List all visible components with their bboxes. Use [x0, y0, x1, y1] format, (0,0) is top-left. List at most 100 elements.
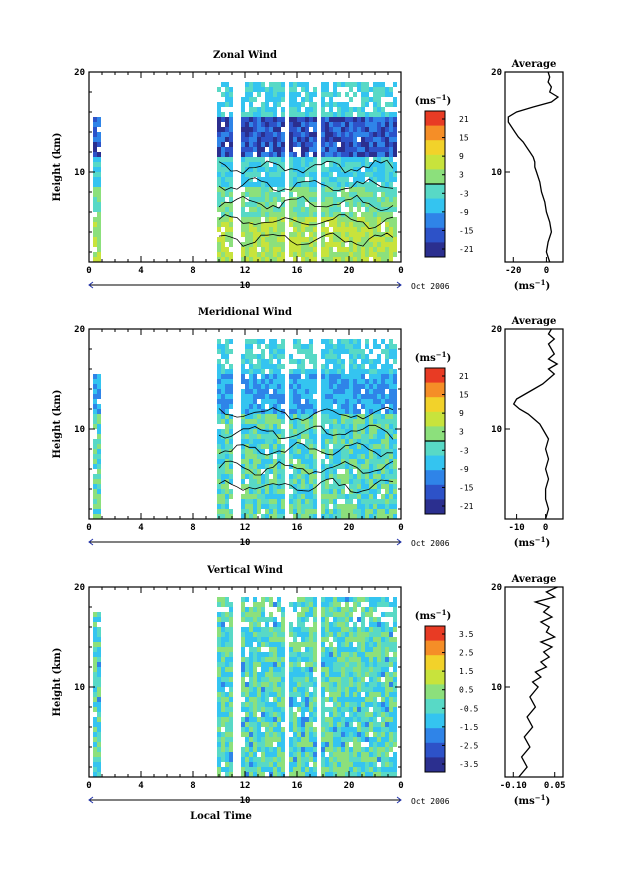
heatmap-cell: [261, 712, 265, 717]
heatmap-cell: [301, 369, 305, 374]
heatmap-cell: [277, 369, 281, 374]
heatmap-cell: [329, 394, 333, 399]
heatmap-cell: [393, 217, 397, 222]
heatmap-cell: [321, 192, 325, 197]
heatmap-cell: [97, 509, 101, 514]
heatmap-cell: [381, 364, 385, 369]
heatmap-cell: [257, 192, 261, 197]
heatmap-cell: [265, 657, 269, 662]
heatmap-cell: [345, 127, 349, 132]
heatmap-cell: [373, 652, 377, 657]
heatmap-cell: [289, 107, 293, 112]
heatmap-cell: [293, 207, 297, 212]
heatmap-cell: [361, 384, 365, 389]
heatmap-cell: [269, 479, 273, 484]
heatmap-cell: [261, 404, 265, 409]
heatmap-cell: [253, 627, 257, 632]
heatmap-cell: [225, 752, 229, 757]
heatmap-cell: [301, 667, 305, 672]
heatmap-cell: [253, 419, 257, 424]
heatmap-cell: [293, 237, 297, 242]
heatmap-cell: [253, 692, 257, 697]
heatmap-cell: [253, 212, 257, 217]
heatmap-cell: [277, 667, 281, 672]
heatmap-cell: [321, 394, 325, 399]
heatmap-cell: [365, 369, 369, 374]
heatmap-cell: [381, 369, 385, 374]
heatmap-cell: [297, 469, 301, 474]
heatmap-cell: [305, 257, 309, 262]
heatmap-cell: [273, 227, 277, 232]
heatmap-cell: [321, 762, 325, 767]
heatmap-cell: [241, 499, 245, 504]
heatmap-cell: [373, 742, 377, 747]
heatmap-cell: [373, 339, 377, 344]
heatmap-cell: [313, 399, 317, 404]
heatmap-cell: [345, 767, 349, 772]
heatmap-cell: [293, 494, 297, 499]
heatmap-cell: [393, 612, 397, 617]
heatmap-cell: [393, 637, 397, 642]
heatmap-cell: [361, 747, 365, 752]
heatmap-cell: [341, 384, 345, 389]
heatmap-cell: [357, 732, 361, 737]
heatmap-cell: [301, 712, 305, 717]
heatmap-cell: [305, 647, 309, 652]
heatmap-cell: [301, 389, 305, 394]
heatmap-cell: [293, 474, 297, 479]
heatmap-cell: [269, 97, 273, 102]
heatmap-cell: [269, 137, 273, 142]
heatmap-cell: [273, 152, 277, 157]
heatmap-cell: [293, 429, 297, 434]
heatmap-cell: [253, 667, 257, 672]
heatmap-cell: [249, 489, 253, 494]
heatmap-cell: [225, 247, 229, 252]
heatmap-cell: [293, 187, 297, 192]
heatmap-cell: [309, 504, 313, 509]
heatmap-cell: [297, 504, 301, 509]
heatmap-cell: [333, 499, 337, 504]
heatmap-cell: [373, 117, 377, 122]
heatmap-cell: [261, 742, 265, 747]
heatmap-cell: [293, 369, 297, 374]
heatmap-cell: [221, 702, 225, 707]
heatmap-cell: [241, 494, 245, 499]
heatmap-cell: [97, 757, 101, 762]
heatmap-cell: [293, 757, 297, 762]
heatmap-cell: [293, 627, 297, 632]
heatmap-cell: [97, 762, 101, 767]
colorbar-swatch: [425, 184, 445, 200]
heatmap-cell: [381, 737, 385, 742]
heatmap-cell: [253, 617, 257, 622]
heatmap-cell: [321, 252, 325, 257]
heatmap-cell: [381, 667, 385, 672]
heatmap-cell: [341, 117, 345, 122]
heatmap-cell: [321, 137, 325, 142]
heatmap-cell: [337, 117, 341, 122]
heatmap-cell: [349, 617, 353, 622]
heatmap-cell: [377, 147, 381, 152]
heatmap-cell: [265, 439, 269, 444]
heatmap-cell: [325, 434, 329, 439]
heatmap-cell: [297, 489, 301, 494]
heatmap-cell: [273, 92, 277, 97]
heatmap-cell: [221, 247, 225, 252]
heatmap-cell: [393, 247, 397, 252]
heatmap-cell: [245, 384, 249, 389]
heatmap-cell: [353, 454, 357, 459]
heatmap-cell: [341, 182, 345, 187]
heatmap-cell: [93, 122, 97, 127]
heatmap-cell: [353, 399, 357, 404]
heatmap-cell: [329, 602, 333, 607]
heatmap-cell: [269, 394, 273, 399]
heatmap-cell: [349, 444, 353, 449]
heatmap-cell: [393, 152, 397, 157]
heatmap-cell: [389, 162, 393, 167]
heatmap-cell: [341, 132, 345, 137]
heatmap-cell: [281, 617, 285, 622]
heatmap-cell: [253, 172, 257, 177]
heatmap-cell: [341, 444, 345, 449]
heatmap-cell: [385, 212, 389, 217]
heatmap-cell: [249, 429, 253, 434]
heatmap-cell: [261, 152, 265, 157]
